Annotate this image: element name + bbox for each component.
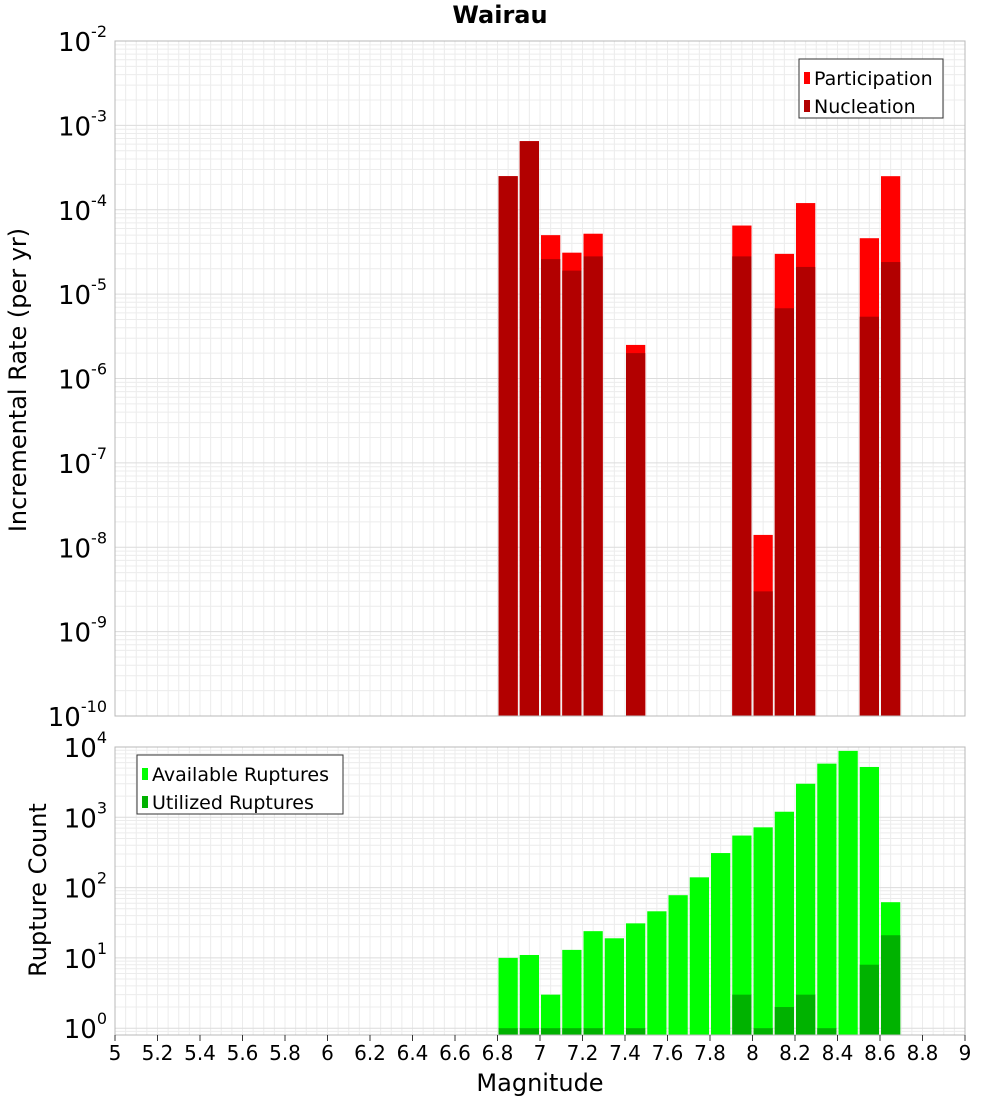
count-bar-front (498, 1028, 518, 1035)
top-y-tick-label: 10-8 (58, 528, 107, 564)
x-tick-label: 8 (746, 1041, 759, 1065)
count-bar-front (796, 994, 816, 1035)
rate-bar-front (881, 262, 901, 716)
count-bar-front (817, 1028, 837, 1035)
bottom-y-tick-label: 102 (64, 869, 107, 905)
top-panel-frame (114, 40, 966, 717)
legend-count-swatch (142, 768, 148, 780)
x-tick-label: 8.8 (907, 1041, 939, 1065)
rate-bars (498, 141, 901, 717)
count-bar-front (519, 1028, 539, 1035)
x-tick-label: 9 (959, 1041, 972, 1065)
legend-count-box (136, 754, 344, 815)
rate-bar-front (626, 353, 646, 716)
x-tick-label: 5.6 (227, 1041, 259, 1065)
x-axis-title: Magnitude (476, 1069, 603, 1097)
count-bar-back (519, 954, 539, 1035)
rate-bar-front (562, 270, 582, 716)
bottom-y-tick-label: 103 (64, 798, 107, 834)
rate-bar-front (859, 316, 879, 716)
x-tick-label: 7.8 (694, 1041, 726, 1065)
top-y-tick-label: 10-10 (48, 697, 107, 733)
rate-bar-front (541, 259, 561, 716)
legend-rate: Participation Nucleation (798, 58, 944, 119)
rate-bar-front (732, 256, 752, 716)
chart-title: Wairau (452, 1, 547, 29)
count-bar-back (817, 763, 837, 1035)
count-bar-back (541, 994, 561, 1035)
count-bar-back (753, 827, 773, 1035)
count-bars (498, 750, 901, 1035)
top-y-tick-label: 10-7 (58, 444, 107, 480)
count-bar-front (583, 1028, 603, 1035)
x-tick-label: 5.4 (184, 1041, 216, 1065)
count-bar-front (562, 1028, 582, 1035)
top-y-tick-label: 10-5 (58, 275, 107, 311)
x-tick-label: 6.4 (397, 1041, 429, 1065)
x-tick-label: 5 (109, 1041, 122, 1065)
count-bar-back (774, 811, 794, 1035)
x-tick-label: 8.6 (864, 1041, 896, 1065)
rate-bar-front (796, 266, 816, 716)
x-tick-label: 6.8 (482, 1041, 514, 1065)
legend-count-swatch (142, 796, 148, 808)
x-tick-label: 5.8 (269, 1041, 301, 1065)
top-grid (114, 40, 966, 717)
bottom-y-tick-label: 100 (64, 1009, 107, 1045)
legend-rate-swatch (804, 72, 810, 84)
legend-rate-label: Participation (814, 68, 933, 90)
bottom-y-tick-label: 104 (64, 728, 107, 764)
x-tick-label: 6 (321, 1041, 334, 1065)
top-y-tick-label: 10-3 (58, 106, 107, 142)
x-tick-label: 5.2 (142, 1041, 174, 1065)
count-bar-front (881, 935, 901, 1035)
count-bar-front (859, 964, 879, 1035)
count-bar-back (838, 750, 858, 1035)
legend-count-label: Available Ruptures (152, 764, 329, 786)
count-bar-back (732, 835, 752, 1035)
count-bar-back (583, 931, 603, 1035)
x-tick-label: 8.4 (822, 1041, 854, 1065)
count-bar-front (626, 1028, 646, 1035)
top-y-tick-label: 10-9 (58, 613, 107, 649)
count-bar-front (774, 1007, 794, 1035)
rate-bar-front (583, 256, 603, 716)
rate-bar-front (519, 141, 539, 717)
count-bar-back (796, 783, 816, 1035)
top-y-tick-label: 10-4 (58, 191, 107, 227)
y-axis-title-rate: Incremental Rate (per yr) (4, 228, 32, 532)
count-bar-back (626, 923, 646, 1035)
count-bar-back (562, 949, 582, 1035)
legend-count: Available Ruptures Utilized Ruptures (136, 754, 344, 815)
count-bar-front (732, 994, 752, 1035)
legend-rate-swatch (804, 100, 810, 112)
count-bar-back (689, 877, 709, 1035)
legend-rate-box (798, 58, 944, 119)
rate-bar-front (774, 308, 794, 716)
count-bar-back (711, 853, 731, 1035)
count-bar-front (541, 1028, 561, 1035)
y-axis-title-count: Rupture Count (24, 803, 52, 977)
top-y-tick-label: 10-6 (58, 360, 107, 396)
count-bar-front (753, 1028, 773, 1035)
count-bar-back (498, 957, 518, 1035)
x-tick-label: 6.6 (439, 1041, 471, 1065)
bottom-y-tick-label: 101 (64, 939, 107, 975)
legend-rate-label: Nucleation (814, 96, 916, 118)
x-tick-label: 7.6 (652, 1041, 684, 1065)
count-bar-back (604, 938, 624, 1035)
x-tick-label: 6.2 (354, 1041, 386, 1065)
top-y-tick-label: 10-2 (58, 22, 107, 58)
count-bar-back (647, 911, 667, 1035)
count-bar-back (668, 895, 688, 1035)
rate-bar-front (498, 176, 518, 716)
x-tick-label: 7.4 (609, 1041, 641, 1065)
x-tick-label: 8.2 (779, 1041, 811, 1065)
x-tick-label: 7 (534, 1041, 547, 1065)
x-tick-label: 7.2 (567, 1041, 599, 1065)
legend-count-label: Utilized Ruptures (152, 792, 314, 814)
rate-bar-front (753, 591, 773, 716)
